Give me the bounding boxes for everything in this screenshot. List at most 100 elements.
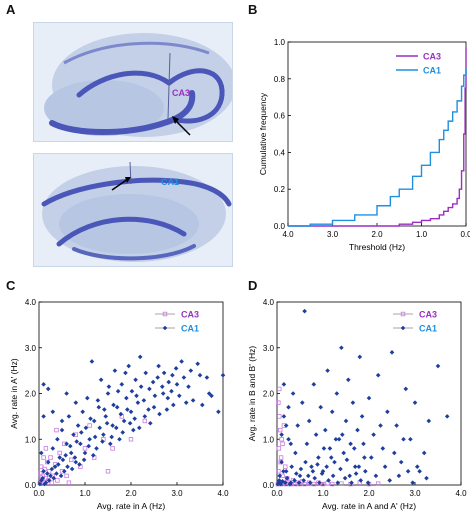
data-point [338, 466, 343, 472]
data-point [57, 450, 62, 456]
data-point [332, 459, 337, 465]
data-point [160, 391, 166, 396]
data-point [382, 464, 388, 469]
data-point [161, 370, 167, 376]
x-tick-label: 1.0 [79, 489, 91, 498]
ca3-region-label: CA3 [172, 88, 191, 98]
data-point [277, 386, 282, 392]
y-axis-label: Avg. rate in A' (Hz) [9, 358, 19, 429]
data-point [41, 382, 46, 387]
legend-label: CA1 [419, 324, 437, 334]
data-point [290, 391, 296, 396]
x-tick-label: 3.0 [171, 489, 183, 498]
y-axis-label: Avg. rate in B and B' (Hz) [247, 346, 257, 442]
data-point [55, 436, 60, 442]
data-point [288, 441, 294, 447]
data-point [74, 439, 80, 444]
y-tick-label: 0.6 [274, 112, 286, 121]
data-point [37, 481, 43, 487]
data-point [289, 464, 295, 469]
data-point [284, 475, 290, 481]
data-point [82, 446, 88, 451]
data-point [96, 404, 102, 410]
data-point [362, 455, 367, 460]
y-tick-label: 0.8 [274, 75, 286, 84]
data-point [73, 400, 79, 405]
data-point [363, 468, 368, 474]
data-point [190, 398, 196, 403]
data-point [309, 464, 314, 469]
data-point [398, 459, 404, 465]
data-point [276, 400, 281, 405]
panel-label-b: B [248, 2, 258, 17]
data-point [65, 464, 70, 469]
x-tick-label: 1.0 [416, 230, 428, 239]
data-point [183, 400, 189, 405]
data-point [91, 418, 97, 424]
data-point [132, 416, 137, 421]
data-point [279, 437, 284, 442]
data-point [143, 370, 149, 376]
data-point [78, 441, 83, 447]
data-point [112, 368, 118, 373]
data-point [320, 481, 326, 487]
data-point [200, 402, 205, 408]
data-point [50, 409, 56, 415]
x-axis-label: Avg. rate in A and A' (Hz) [322, 501, 416, 511]
panel-label-a: A [6, 2, 16, 17]
data-point [280, 441, 285, 447]
rate-a-vs-aprime-scatter: 0.0 1.0 2.0 3.0 4.0 0.0 1.0 2.0 3.0 4.0 Avg. rate … [9, 298, 229, 511]
data-point [103, 414, 108, 419]
data-point [293, 481, 298, 487]
data-point [39, 450, 44, 456]
data-point [392, 450, 397, 456]
data-point [119, 382, 125, 387]
data-point [350, 400, 356, 405]
data-point [57, 455, 62, 460]
data-point [79, 430, 84, 435]
legend-label: CA3 [419, 310, 437, 320]
data-point [276, 480, 282, 486]
data-point [311, 481, 316, 487]
data-point [39, 478, 44, 483]
data-point [281, 382, 287, 387]
data-point [165, 395, 171, 401]
data-point [417, 468, 422, 474]
data-point [98, 377, 104, 383]
data-point [92, 434, 98, 440]
x-tick-label: 4.0 [217, 489, 229, 498]
data-point [335, 480, 341, 486]
data-point [351, 446, 357, 451]
data-point [136, 425, 142, 431]
data-point [209, 393, 214, 399]
data-point [294, 471, 299, 476]
data-point [64, 441, 69, 447]
x-tick-label: 0.0 [33, 489, 45, 498]
data-point [49, 480, 55, 485]
data-point [152, 393, 158, 399]
data-point [68, 450, 74, 456]
lesion-arrow-bottom [111, 178, 129, 191]
data-point [276, 469, 281, 474]
data-point [317, 480, 322, 486]
data-point [50, 446, 56, 451]
data-point [358, 478, 364, 483]
data-point [197, 372, 203, 378]
data-point [328, 455, 334, 460]
y-tick-label: 3.0 [25, 344, 37, 353]
y-axis-label: Cumulative frequency [258, 92, 268, 175]
data-point [83, 425, 89, 431]
data-point [62, 468, 67, 474]
data-point [292, 478, 297, 483]
data-point [142, 418, 147, 424]
series-line-ca1 [288, 67, 467, 227]
data-point [146, 407, 151, 412]
data-point [108, 441, 113, 447]
data-point [42, 481, 47, 487]
data-point [333, 436, 339, 442]
x-axis-label: Threshold (Hz) [349, 242, 405, 252]
data-point [102, 407, 107, 412]
data-point [54, 427, 59, 433]
data-point [148, 420, 153, 426]
data-point [138, 384, 144, 389]
